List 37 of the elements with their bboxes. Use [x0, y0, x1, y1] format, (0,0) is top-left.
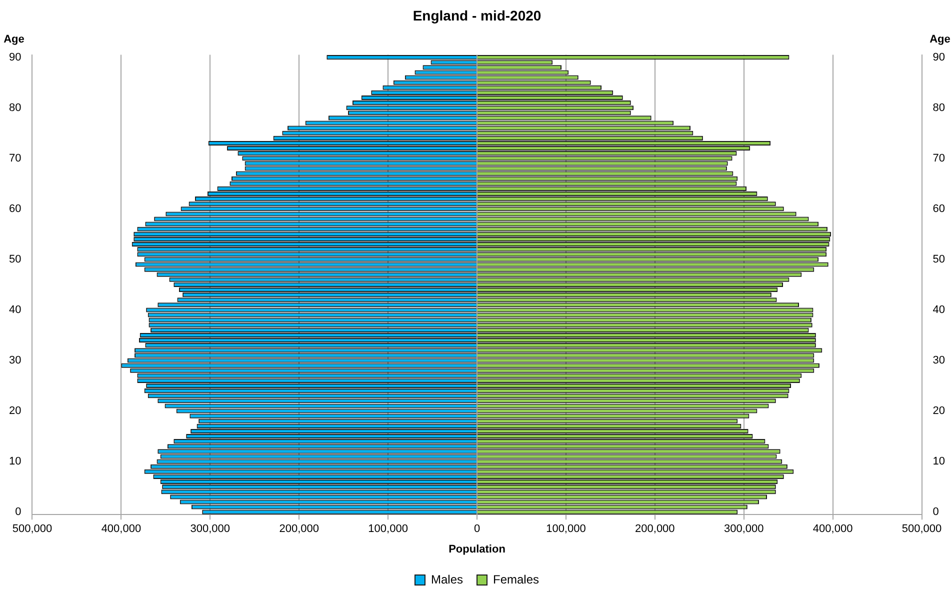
chart-title: England - mid-2020	[412, 7, 542, 24]
category-label: 90	[932, 51, 946, 64]
category-label: 0	[932, 506, 939, 518]
x-tick-label: 300,000	[190, 523, 230, 536]
x-tick-label: 500,000	[12, 523, 52, 536]
category-label: 40	[932, 304, 946, 316]
y-tick-label: 60	[8, 202, 22, 215]
y-tick-label: 10	[8, 456, 22, 468]
legend-label: Males	[430, 572, 464, 586]
x-tick-label: 100,000	[546, 523, 586, 536]
x-tick-label: 500,000	[902, 523, 942, 536]
y-tick-label: 0	[15, 506, 22, 518]
text: Age	[930, 33, 950, 46]
x-tick-label: 200,000	[635, 523, 675, 536]
x-tick-label: 100,000	[368, 523, 408, 536]
x-axis-title: Population	[448, 543, 506, 556]
category-label: 80	[932, 102, 946, 114]
y-tick-label: 20	[8, 405, 22, 418]
category-label: 50	[932, 253, 946, 266]
y-tick-label: 40	[8, 304, 22, 316]
x-tick-label: 300,000	[724, 523, 764, 536]
y-tick-label: 70	[8, 152, 22, 164]
x-tick-label: 0	[474, 523, 480, 536]
x-tick-label: 400,000	[812, 523, 853, 536]
category-label: 20	[932, 405, 946, 418]
y-tick-label: 30	[8, 354, 22, 367]
x-tick-label: 400,000	[101, 523, 142, 536]
category-label: 30	[932, 354, 946, 367]
category-label: 10	[932, 456, 946, 468]
y-tick-label: 80	[8, 102, 22, 114]
x-tick-label: 200,000	[279, 523, 319, 536]
y-tick-label: 90	[8, 51, 22, 64]
y-tick-label: 50	[8, 253, 22, 266]
legend-label: Females	[493, 572, 540, 586]
y-axis-title: Age	[4, 33, 24, 46]
category-label: 60	[932, 202, 946, 215]
category-label: 70	[932, 152, 946, 164]
